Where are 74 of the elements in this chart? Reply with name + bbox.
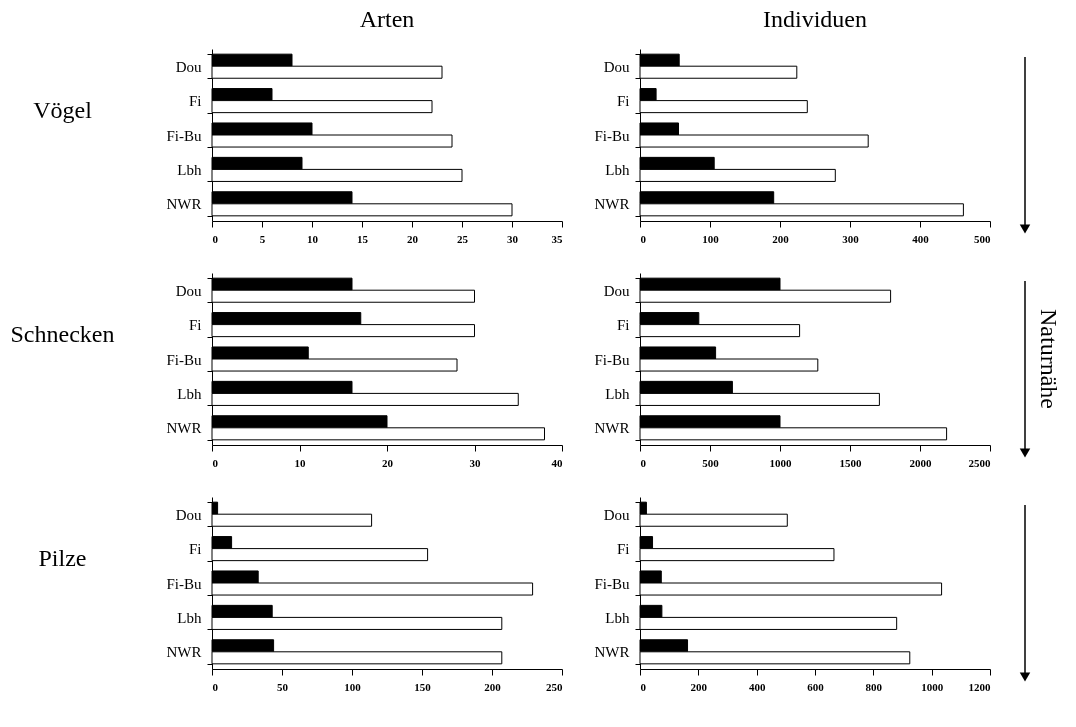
y-tick-label: Fi <box>188 541 202 558</box>
x-tick-label: 400 <box>748 680 766 693</box>
y-tick-label: Dou <box>175 506 202 523</box>
x-tick-label: 500 <box>974 232 991 245</box>
x-tick-label: 1000 <box>921 680 944 693</box>
y-tick-label: Dou <box>603 282 630 299</box>
y-tick-label: Dou <box>175 58 202 75</box>
x-tick-label: 200 <box>484 680 502 693</box>
y-tick-label: Lbh <box>177 161 202 178</box>
x-tick-label: 2500 <box>968 456 991 469</box>
x-tick-label: 0 <box>640 680 647 693</box>
chart-title: Arten <box>359 6 415 32</box>
x-tick-label: 10 <box>294 456 306 469</box>
y-axis-title: Vögel <box>33 96 93 123</box>
x-tick-label: 20 <box>407 232 419 245</box>
x-tick-label: 100 <box>702 232 720 245</box>
y-tick-label: NWR <box>166 644 202 661</box>
x-tick-label: 30 <box>507 232 519 245</box>
x-tick-label: 0 <box>212 680 219 693</box>
y-tick-label: Lbh <box>177 385 202 402</box>
y-tick-label: Lbh <box>605 609 630 626</box>
y-tick-label: Lbh <box>605 385 630 402</box>
y-tick-label: Dou <box>603 58 630 75</box>
y-axis-title: Pilze <box>38 544 87 571</box>
x-tick-label: 0 <box>212 456 219 469</box>
x-tick-label: 1500 <box>839 456 862 469</box>
y-tick-label: Fi <box>616 93 630 110</box>
x-tick-label: 2000 <box>909 456 932 469</box>
x-tick-label: 25 <box>457 232 469 245</box>
x-tick-label: 600 <box>807 680 825 693</box>
x-tick-label: 100 <box>344 680 362 693</box>
x-tick-label: 150 <box>414 680 432 693</box>
y-tick-label: NWR <box>594 644 630 661</box>
y-tick-label: Fi-Bu <box>166 127 202 144</box>
y-tick-label: Lbh <box>177 609 202 626</box>
x-tick-label: 35 <box>551 232 563 245</box>
y-axis-title: Schnecken <box>10 320 115 347</box>
y-tick-label: Fi-Bu <box>166 351 202 368</box>
text: Naturnähe <box>1036 309 1062 409</box>
x-tick-label: 0 <box>212 232 219 245</box>
x-tick-label: 300 <box>842 232 860 245</box>
x-tick-label: 800 <box>865 680 883 693</box>
y-tick-label: Fi <box>616 317 630 334</box>
x-tick-label: 20 <box>382 456 394 469</box>
y-tick-label: NWR <box>166 196 202 213</box>
y-tick-label: Dou <box>603 506 630 523</box>
x-tick-label: 250 <box>546 680 563 693</box>
x-tick-label: 0 <box>640 232 647 245</box>
x-tick-label: 30 <box>469 456 481 469</box>
y-tick-label: NWR <box>166 420 202 437</box>
x-tick-label: 200 <box>690 680 708 693</box>
y-tick-label: Fi <box>188 93 202 110</box>
x-tick-label: 15 <box>357 232 369 245</box>
x-tick-label: 40 <box>551 456 563 469</box>
y-tick-label: Fi-Bu <box>594 575 630 592</box>
x-tick-label: 1200 <box>968 680 991 693</box>
x-tick-label: 400 <box>912 232 930 245</box>
y-tick-label: Fi <box>188 317 202 334</box>
y-tick-label: Dou <box>175 282 202 299</box>
x-tick-label: 10 <box>307 232 319 245</box>
y-tick-label: Fi-Bu <box>594 351 630 368</box>
y-tick-label: NWR <box>594 420 630 437</box>
x-tick-label: 0 <box>640 456 647 469</box>
x-tick-label: 500 <box>702 456 720 469</box>
y-tick-label: NWR <box>594 196 630 213</box>
x-tick-label: 5 <box>259 232 266 245</box>
y-tick-label: Fi-Bu <box>594 127 630 144</box>
x-tick-label: 1000 <box>769 456 792 469</box>
y-tick-label: Lbh <box>605 161 630 178</box>
y-tick-label: Fi <box>616 541 630 558</box>
x-tick-label: 50 <box>277 680 289 693</box>
x-tick-label: 200 <box>772 232 790 245</box>
y-tick-label: Fi-Bu <box>166 575 202 592</box>
chart-title: Individuen <box>763 6 867 32</box>
